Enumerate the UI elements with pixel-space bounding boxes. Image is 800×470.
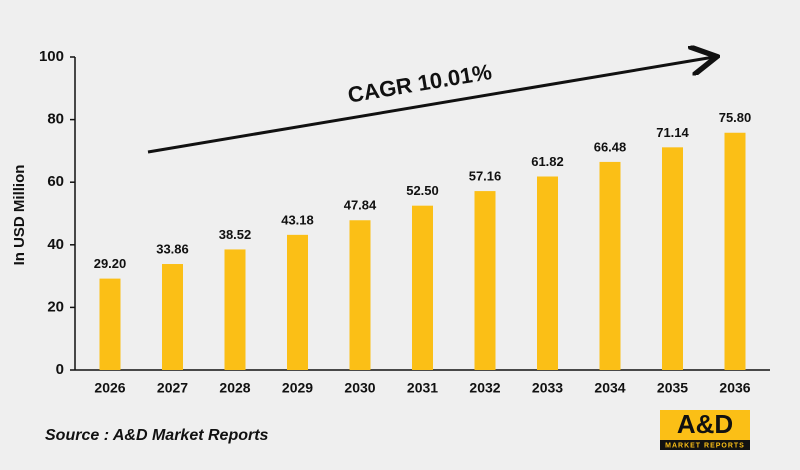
x-tick-label: 2032 (469, 380, 500, 396)
value-label: 29.20 (94, 256, 127, 271)
x-tick-label: 2036 (719, 380, 750, 396)
value-label: 71.14 (656, 125, 689, 140)
logo-box (660, 410, 750, 440)
bar (412, 205, 433, 370)
bar (162, 264, 183, 370)
x-tick-label: 2033 (532, 380, 563, 396)
source: Source : A&D Market Reports (45, 427, 269, 444)
x-tick-label: 2028 (219, 380, 250, 396)
value-label: 75.80 (719, 110, 752, 125)
x-tick-label: 2027 (157, 380, 188, 396)
bar (224, 249, 246, 370)
value-label: 57.16 (469, 169, 502, 184)
bar (474, 191, 496, 370)
logo-name: A&D (677, 409, 733, 439)
y-tick-label: 100 (39, 48, 64, 65)
y-axis-label: In USD Million (11, 165, 28, 266)
bar (537, 176, 558, 370)
value-label: 38.52 (219, 227, 252, 242)
x-tick-label: 2026 (94, 380, 125, 396)
y-tick-label: 60 (47, 173, 64, 190)
x-tick-label: 2035 (657, 380, 688, 396)
value-label: 47.84 (344, 198, 377, 213)
x-tick-label: 2034 (594, 380, 625, 396)
bar (349, 220, 371, 370)
bar (99, 278, 121, 370)
cagr-arrow (147, 57, 714, 154)
bar (662, 147, 683, 370)
y-tick-label: 20 (47, 298, 64, 315)
value-label: 52.50 (406, 183, 439, 198)
x-tick-label: 2031 (407, 380, 438, 396)
bar (599, 161, 621, 370)
value-label: 66.48 (594, 139, 627, 154)
value-label: 61.82 (531, 154, 564, 169)
x-tick-label: 2030 (344, 380, 375, 396)
bar (724, 132, 746, 370)
y-tick-label: 40 (47, 236, 64, 253)
y-tick-label: 80 (47, 111, 64, 128)
x-tick-label: 2029 (282, 380, 313, 396)
value-label: 43.18 (281, 212, 314, 227)
value-label: 33.86 (156, 241, 189, 256)
bar (287, 234, 308, 370)
logo-tagline: MARKET REPORTS (665, 442, 745, 449)
logo-strip (660, 440, 750, 450)
y-tick-label: 0 (56, 361, 64, 378)
